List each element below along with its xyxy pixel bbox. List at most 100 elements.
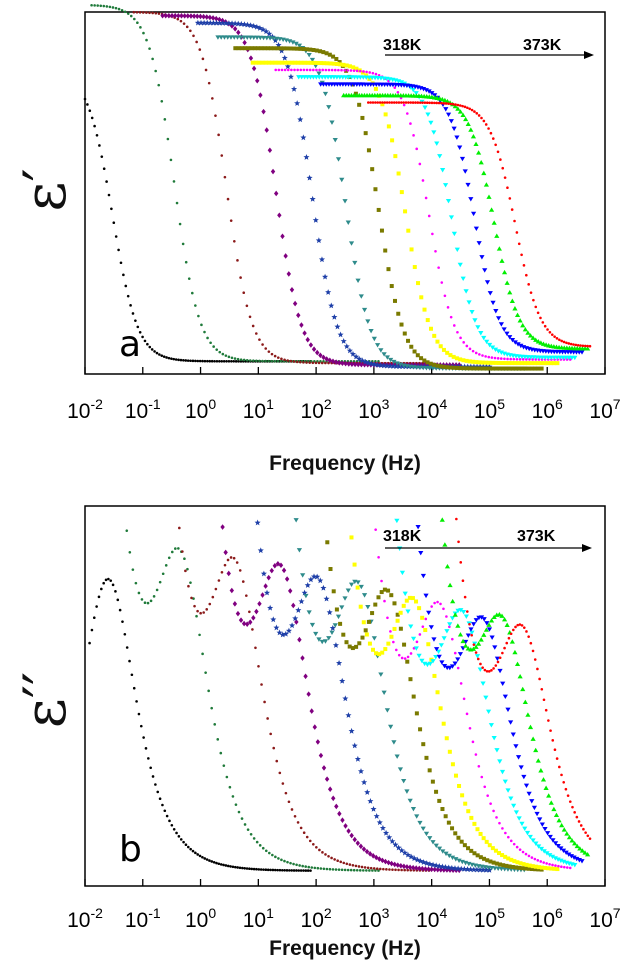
data-point <box>410 807 417 812</box>
data-point <box>278 771 282 775</box>
data-point <box>362 358 369 365</box>
data-point <box>555 337 559 340</box>
data-point <box>585 346 591 351</box>
data-point <box>97 595 101 599</box>
data-point <box>217 862 221 866</box>
data-point <box>232 556 236 560</box>
data-point <box>377 869 380 872</box>
data-point <box>481 632 487 637</box>
data-point <box>440 168 446 173</box>
data-point <box>473 644 479 649</box>
data-point <box>120 8 124 12</box>
data-point <box>320 584 327 591</box>
data-point <box>213 723 217 726</box>
data-point <box>270 616 277 623</box>
data-point <box>427 768 432 773</box>
data-point <box>486 194 492 199</box>
data-point <box>131 312 135 315</box>
data-point <box>530 856 534 859</box>
data-point <box>125 529 129 533</box>
data-point <box>423 866 428 872</box>
data-point <box>371 101 375 104</box>
data-point <box>105 180 108 183</box>
data-point <box>370 167 375 172</box>
data-point <box>458 366 463 371</box>
data-point <box>315 845 318 849</box>
data-point <box>376 595 381 600</box>
data-point <box>354 66 359 71</box>
data-point <box>434 141 440 146</box>
data-point <box>404 789 410 794</box>
data-point <box>524 852 528 856</box>
data-point <box>512 649 518 655</box>
data-point <box>469 815 474 820</box>
data-point <box>376 101 380 104</box>
data-point <box>151 57 154 61</box>
data-point <box>420 865 425 872</box>
data-point <box>121 620 124 623</box>
data-point <box>343 68 346 72</box>
series-6 <box>293 518 527 873</box>
data-point <box>175 831 178 835</box>
data-point <box>160 99 164 103</box>
data-point <box>457 262 463 268</box>
data-point <box>426 866 431 872</box>
data-point <box>206 336 209 340</box>
data-point <box>496 246 502 251</box>
data-point <box>377 555 380 559</box>
data-point <box>546 328 549 331</box>
data-point <box>503 357 506 361</box>
data-point <box>474 651 478 654</box>
data-point <box>473 110 476 113</box>
data-point <box>523 366 528 371</box>
data-point <box>328 61 333 66</box>
data-point <box>166 12 172 19</box>
data-point <box>306 869 310 872</box>
data-point <box>349 535 354 540</box>
data-point <box>210 15 216 21</box>
data-point <box>186 845 190 849</box>
data-point <box>179 358 183 362</box>
data-point <box>231 865 235 869</box>
data-point <box>343 360 348 367</box>
data-point <box>257 665 260 668</box>
data-point <box>495 349 502 354</box>
data-point <box>399 322 404 327</box>
data-point <box>438 706 443 711</box>
data-point <box>503 854 508 859</box>
data-point <box>529 361 534 366</box>
data-point <box>343 343 350 350</box>
data-point <box>579 848 586 853</box>
data-point <box>324 776 330 782</box>
data-point <box>489 635 495 640</box>
data-point <box>216 738 220 741</box>
data-point <box>290 68 293 72</box>
data-point <box>415 524 421 530</box>
data-point <box>468 622 471 626</box>
data-point <box>446 820 451 825</box>
data-point <box>239 46 244 51</box>
data-point <box>220 570 224 574</box>
data-point <box>433 601 436 605</box>
data-point <box>479 662 482 666</box>
data-point <box>499 258 505 263</box>
data-point <box>447 102 450 105</box>
data-point <box>440 807 445 812</box>
data-point <box>343 823 348 829</box>
data-point <box>363 628 368 633</box>
data-point <box>579 859 585 864</box>
data-point <box>335 61 340 66</box>
data-point <box>139 724 143 728</box>
data-point <box>406 338 411 343</box>
data-point <box>422 307 427 312</box>
data-point <box>421 101 424 104</box>
data-point <box>529 799 535 804</box>
series-10 <box>296 75 578 361</box>
x-tick-label: 107 <box>589 396 620 423</box>
data-point <box>313 63 319 69</box>
x-ticks-a: 10-2 10-1 100 101 102 103 104 105 106 107 <box>67 367 621 423</box>
data-point <box>452 103 458 109</box>
data-point <box>241 21 248 28</box>
data-point <box>272 746 276 750</box>
data-point <box>533 864 538 869</box>
